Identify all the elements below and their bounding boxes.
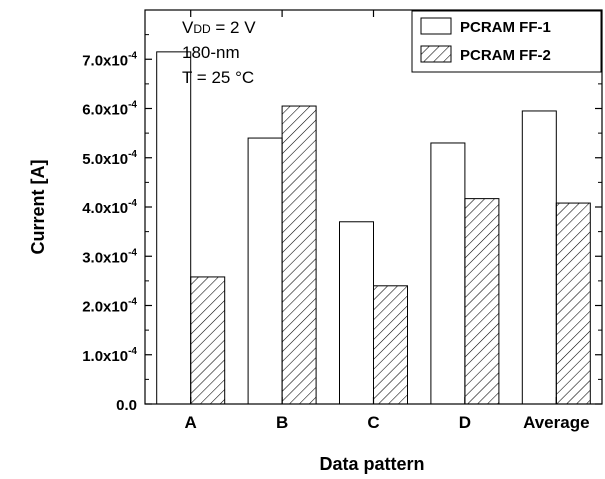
x-tick-label: Average <box>523 413 589 432</box>
y-tick-label: 3.0x10-4 <box>82 247 137 266</box>
node-annotation: 180-nm <box>182 43 240 62</box>
bar-ff2-b <box>281 105 317 405</box>
legend: PCRAM FF-1 PCRAM FF-2 <box>411 10 602 73</box>
bars-group <box>156 51 591 405</box>
y-tick-label: 0.0 <box>116 397 137 414</box>
legend-label-ff1: PCRAM FF-1 <box>460 19 551 36</box>
vdd-annotation: VDD = 2 V <box>182 18 256 37</box>
bar-ff2-a <box>190 276 226 405</box>
temp-annotation: T = 25 °C <box>182 68 254 87</box>
legend-swatch-ff2 <box>420 45 452 63</box>
y-tick-label: 6.0x10-4 <box>82 100 137 119</box>
y-tick-label: 7.0x10-4 <box>82 50 137 69</box>
y-tick-label: 4.0x10-4 <box>82 198 137 217</box>
bar-ff1-a <box>156 51 192 405</box>
bar-ff1-d <box>430 142 466 405</box>
bar-ff1-average <box>521 110 557 405</box>
x-axis-title: Data pattern <box>319 454 424 474</box>
bar-ff2-c <box>373 285 408 405</box>
x-tick-label: C <box>367 413 379 432</box>
legend-swatch-ff1 <box>420 17 452 35</box>
x-axis-ticks: A B C D Average <box>185 10 590 432</box>
y-axis-ticks: 0.0 1.0x10-4 2.0x10-4 3.0x10-4 4.0x10-4 5.0x1… <box>82 34 602 414</box>
bar-ff1-c <box>339 221 374 405</box>
x-tick-label: B <box>276 413 288 432</box>
x-tick-label: D <box>459 413 471 432</box>
legend-label-ff2: PCRAM FF-2 <box>460 47 551 64</box>
bar-ff1-b <box>247 137 283 405</box>
x-tick-label: A <box>185 413 197 432</box>
bar-ff2-d <box>464 198 500 405</box>
y-tick-label: 2.0x10-4 <box>82 297 137 316</box>
y-tick-label: 1.0x10-4 <box>82 346 137 365</box>
y-tick-label: 5.0x10-4 <box>82 149 137 168</box>
bar-ff2-average <box>555 202 591 405</box>
y-axis-title: Current [A] <box>28 160 48 255</box>
